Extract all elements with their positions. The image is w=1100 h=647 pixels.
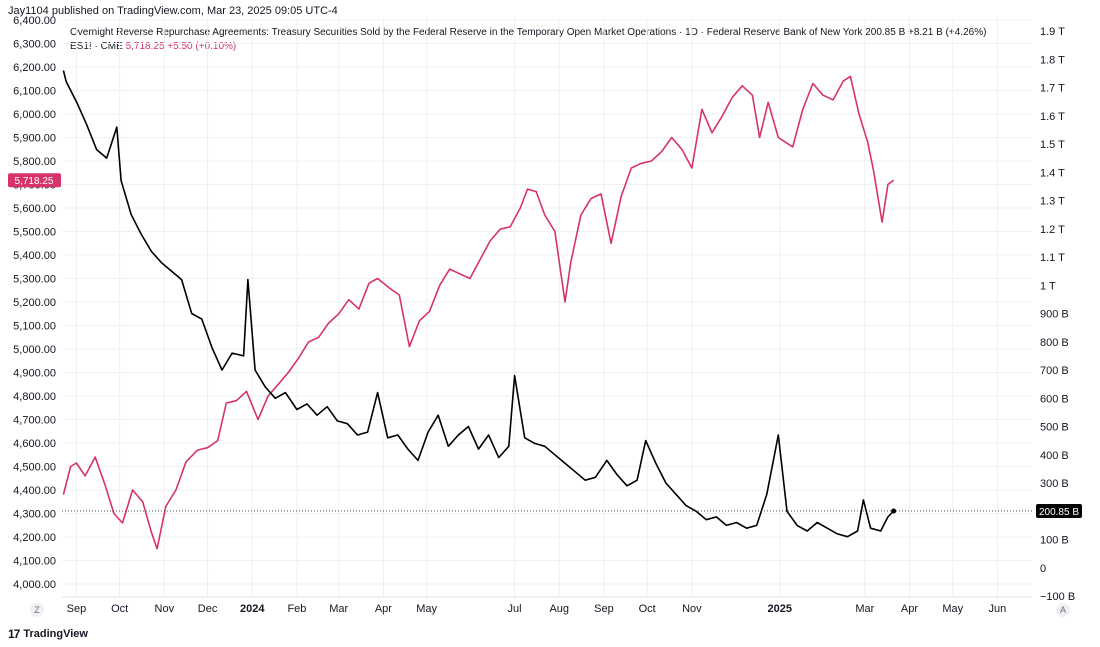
left-price-axis[interactable]: 4,000.00 4,100.00 4,200.00 4,300.00 4,400.00…: [13, 15, 56, 591]
published-credit: Jay1104 published on TradingView.com, Ma…: [8, 5, 338, 17]
left-axis-tick-label: 4,500.00: [13, 462, 56, 474]
x-axis-tick-label: 2025: [768, 603, 792, 615]
right-axis-tick-label: 100 B: [1040, 535, 1069, 547]
right-axis-tick-label: 1.7 T: [1040, 83, 1065, 95]
x-axis-tick-label: 2024: [240, 603, 265, 615]
right-axis-tick-label: 1.8 T: [1040, 54, 1065, 66]
rrp-last-point: [891, 508, 897, 514]
tradingview-logo-icon: 17: [8, 627, 20, 641]
series2-legend[interactable]: ES1! · CME 5,718.25 +5.50 (+0.10%): [70, 41, 236, 52]
series2-change: +5.50 (+0.10%): [167, 41, 237, 52]
left-axis-tick-label: 6,400.00: [13, 15, 56, 27]
tradingview-logo[interactable]: 17 TradingView: [8, 627, 88, 641]
es-last-value-box: [8, 173, 61, 188]
right-axis-tick-label: 400 B: [1040, 450, 1069, 462]
left-axis-tick-label: 6,000.00: [13, 109, 56, 121]
x-axis-tick-label: Apr: [375, 603, 392, 615]
x-axis-tick-label: May: [416, 603, 437, 615]
left-axis-tick-label: 5,000.00: [13, 344, 56, 356]
left-axis-tick-label: 4,000.00: [13, 579, 56, 591]
x-axis-tick-label: Apr: [901, 603, 918, 615]
left-axis-tick-label: 4,700.00: [13, 415, 56, 427]
rrp-last-value-label: 200.85 B: [1039, 507, 1079, 518]
right-axis-tick-label: 800 B: [1040, 337, 1069, 349]
right-axis-tick-label: 1 T: [1040, 280, 1056, 292]
x-axis-tick-label: Nov: [155, 603, 175, 615]
x-axis-tick-label: Sep: [67, 603, 87, 615]
right-axis-tick-label: 1.2 T: [1040, 224, 1065, 236]
tradingview-logo-text: TradingView: [23, 628, 88, 640]
series2-symbol: ES1! · CME: [70, 41, 123, 52]
series1-change: +8.21 B (+4.26%): [908, 27, 987, 38]
left-axis-tick-label: 6,200.00: [13, 62, 56, 74]
x-axis-tick-label: May: [942, 603, 963, 615]
left-axis-tick-label: 5,400.00: [13, 250, 56, 262]
x-axis-tick-label: Jun: [989, 603, 1007, 615]
series2-value: 5,718.25: [125, 41, 165, 52]
last-value-labels: 200.85 B 5,718.25: [8, 173, 1082, 519]
right-axis-tick-label: −100 B: [1040, 591, 1075, 603]
right-axis-tick-label: 0: [1040, 563, 1046, 575]
right-axis-tick-label: 500 B: [1040, 422, 1069, 434]
left-axis-tick-label: 5,200.00: [13, 297, 56, 309]
left-axis-tick-label: 5,100.00: [13, 321, 56, 333]
rrp-last-value-box: [1036, 504, 1082, 519]
x-axis-tick-label: Sep: [594, 603, 614, 615]
left-axis-tick-label: 4,800.00: [13, 391, 56, 403]
series-lines: [62, 70, 895, 550]
left-axis-tick-label: 4,100.00: [13, 556, 56, 568]
x-axis-tick-label: Aug: [549, 603, 569, 615]
series1-legend[interactable]: Overnight Reverse Repurchase Agreements:…: [70, 27, 986, 38]
grid: [62, 18, 1032, 597]
right-axis-tick-label: 1.1 T: [1040, 252, 1065, 264]
es-last-value-label: 5,718.25: [15, 176, 54, 187]
left-axis-tick-label: 4,400.00: [13, 485, 56, 497]
x-axis-tick-label: Feb: [287, 603, 306, 615]
reverse-repo-line: [62, 70, 895, 538]
series1-value: 200.85 B: [865, 27, 906, 38]
left-axis-tick-label: 5,600.00: [13, 203, 56, 215]
x-axis-tick-label: Mar: [329, 603, 348, 615]
right-axis-tick-label: 1.3 T: [1040, 196, 1065, 208]
right-axis-tick-label: 1.6 T: [1040, 111, 1065, 123]
left-axis-tick-label: 6,100.00: [13, 86, 56, 98]
left-axis-tick-label: 4,600.00: [13, 438, 56, 450]
left-axis-tick-label: 5,500.00: [13, 227, 56, 239]
series1-title: Overnight Reverse Repurchase Agreements:…: [70, 27, 863, 38]
left-axis-tick-label: 4,200.00: [13, 532, 56, 544]
x-axis-tick-label: Jul: [508, 603, 522, 615]
auto-scale-right-button[interactable]: A: [1056, 603, 1070, 617]
left-axis-tick-label: 5,900.00: [13, 133, 56, 145]
right-axis-tick-label: 1.4 T: [1040, 167, 1065, 179]
left-axis-tick-label: 4,300.00: [13, 509, 56, 521]
left-axis-tick-label: 5,300.00: [13, 274, 56, 286]
x-axis-tick-label: Oct: [111, 603, 128, 615]
left-axis-tick-label: 4,900.00: [13, 368, 56, 380]
time-axis[interactable]: Sep Oct Nov Dec 2024 Feb Mar Apr May Jul Aug Sep Oct…: [62, 596, 1032, 615]
right-axis-tick-label: 300 B: [1040, 478, 1069, 490]
left-axis-tick-label: 5,800.00: [13, 156, 56, 168]
right-axis-tick-label: 600 B: [1040, 393, 1069, 405]
right-axis-tick-label: 1.9 T: [1040, 26, 1065, 38]
left-axis-tick-label: 6,300.00: [13, 39, 56, 51]
x-axis-tick-label: Oct: [639, 603, 656, 615]
x-axis-tick-label: Mar: [855, 603, 874, 615]
right-axis-tick-label: 700 B: [1040, 365, 1069, 377]
x-axis-tick-label: Dec: [198, 603, 218, 615]
right-axis-tick-label: 900 B: [1040, 309, 1069, 321]
right-axis-tick-label: 1.5 T: [1040, 139, 1065, 151]
auto-scale-left-button[interactable]: Z: [30, 603, 44, 617]
es-futures-line: [62, 75, 895, 550]
x-axis-tick-label: Nov: [682, 603, 702, 615]
